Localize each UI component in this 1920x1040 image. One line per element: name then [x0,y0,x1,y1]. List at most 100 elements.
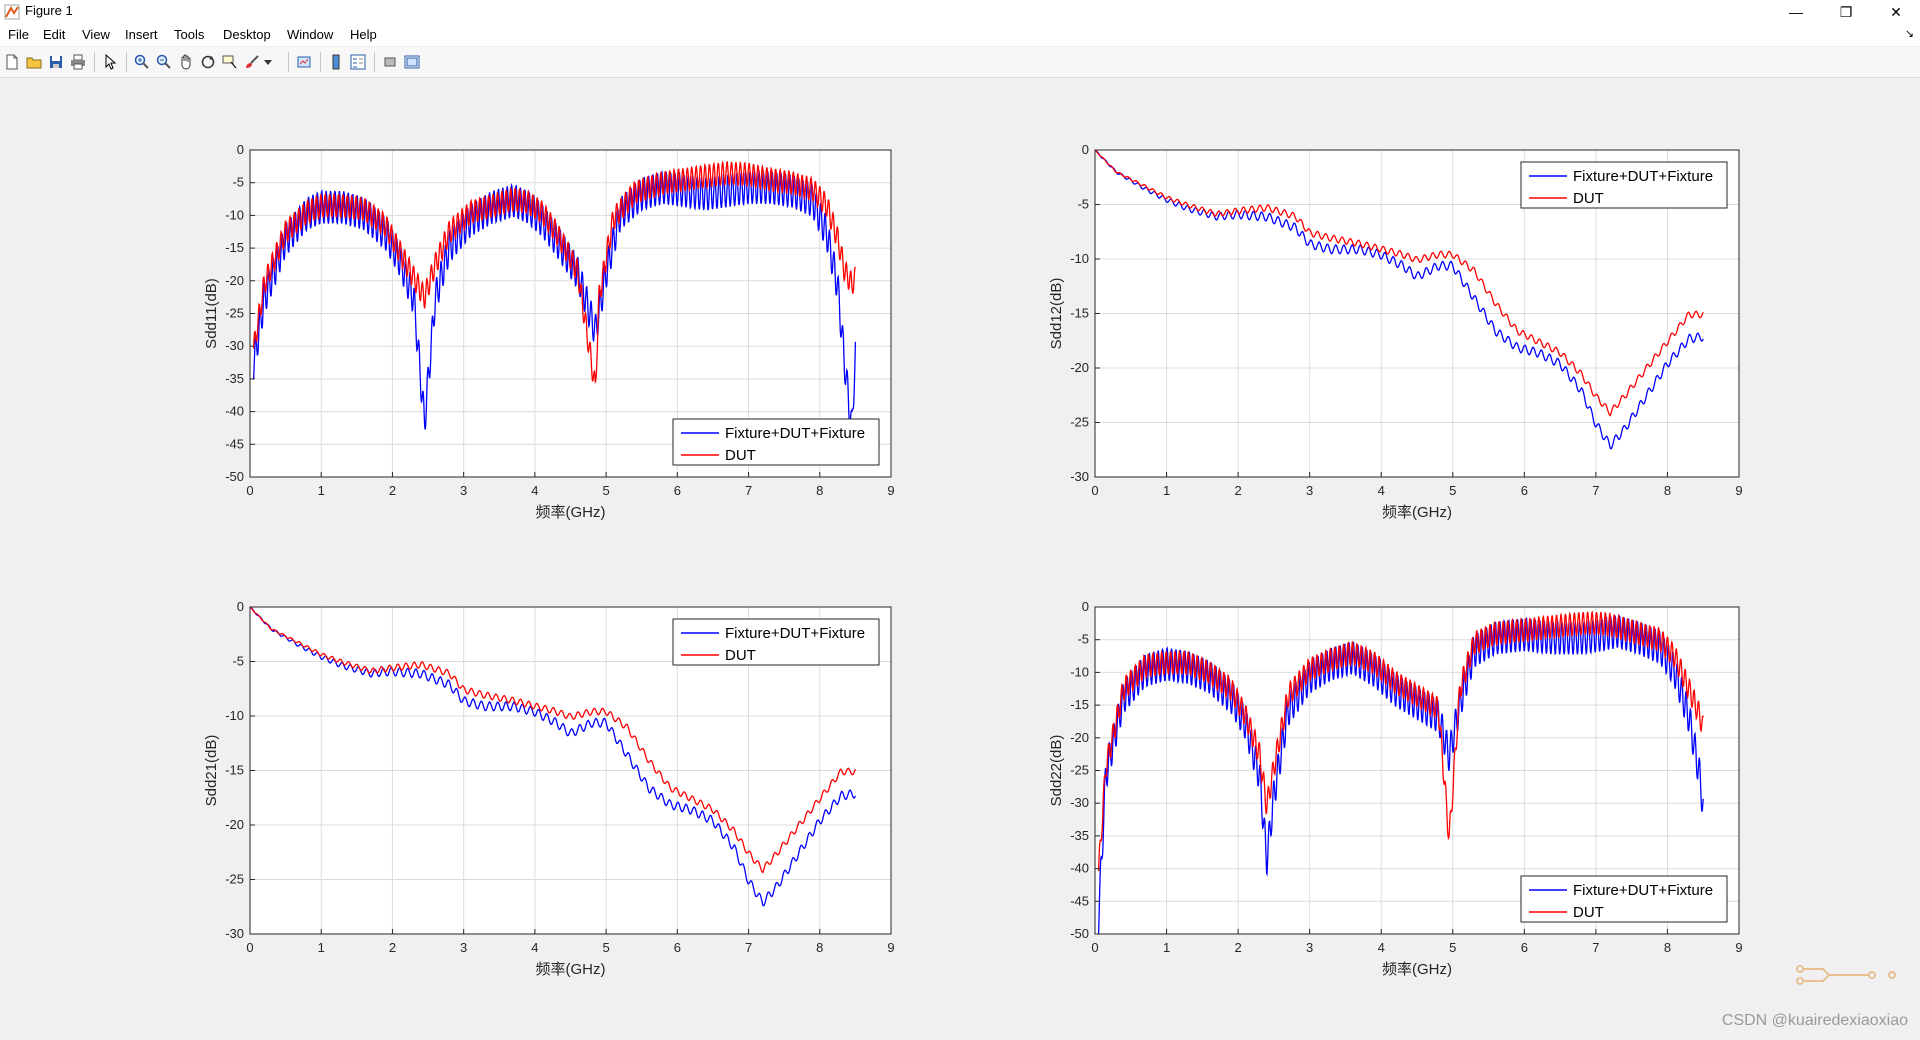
x-tick-label: 9 [887,483,894,498]
data-cursor-icon[interactable] [220,52,240,72]
y-tick-label: -10 [225,708,244,723]
insert-colorbar-icon[interactable] [326,52,346,72]
x-axis-label: 频率(GHz) [1382,961,1452,978]
zoom-in-icon[interactable] [132,52,152,72]
pan-icon[interactable] [176,52,196,72]
x-tick-label: 5 [602,483,609,498]
x-tick-label: 6 [674,940,681,955]
x-axis-label: 频率(GHz) [536,961,606,978]
y-tick-label: 0 [237,142,244,157]
x-tick-label: 8 [1664,940,1671,955]
rotate-icon[interactable] [198,52,218,72]
y-tick-label: -5 [232,654,244,669]
x-tick-label: 8 [1664,483,1671,498]
legend-box [1520,875,1728,923]
menu-file[interactable]: File [8,27,29,42]
dock-arrow-icon[interactable]: ↘ [1904,28,1914,40]
print-icon[interactable] [68,52,88,72]
x-tick-label: 2 [1234,483,1241,498]
x-tick-label: 9 [1735,483,1742,498]
y-tick-label: 0 [1082,142,1089,157]
menu-help[interactable]: Help [350,27,377,42]
toolbar-separator [288,52,289,72]
toolbar-separator [94,52,95,72]
y-tick-label: -35 [225,371,244,386]
minimize-button[interactable]: — [1789,4,1803,20]
x-tick-label: 1 [1163,940,1170,955]
x-axis-label: 频率(GHz) [1382,504,1452,521]
x-tick-label: 6 [674,483,681,498]
y-tick-label: -30 [1070,469,1089,484]
pointer-icon[interactable] [100,52,120,72]
series-line-dut [1094,149,1704,417]
x-tick-label: 5 [1449,483,1456,498]
legend-label: DUT [725,447,756,464]
menu-window[interactable]: Window [287,27,334,42]
x-tick-label: 2 [389,483,396,498]
menu-bar: File Edit View Insert Tools Desktop Wind… [0,24,1920,46]
menu-desktop[interactable]: Desktop [223,27,271,42]
x-tick-label: 5 [602,940,609,955]
brush-icon[interactable] [242,52,262,72]
toolbar-separator [320,52,321,72]
x-tick-label: 8 [816,940,823,955]
y-axis-label: Sdd21(dB) [203,735,220,807]
legend[interactable]: Fixture+DUT+Fixture DUT [1520,161,1728,209]
legend[interactable]: Fixture+DUT+Fixture DUT [672,618,880,666]
hide-plot-tools-icon[interactable] [380,52,400,72]
y-axis-label: Sdd12(dB) [1048,278,1065,350]
y-tick-label: -50 [1070,926,1089,941]
x-tick-label: 7 [1592,940,1599,955]
x-tick-label: 2 [389,940,396,955]
subplot-sdd21: 0 1 2 3 4 5 6 7 8 9 0 -5 -10 -15 -20 -25 -30 频率(GHz) Sdd21… [203,599,895,978]
y-tick-label: -30 [225,338,244,353]
y-tick-label: -5 [1077,197,1089,212]
x-tick-label: 0 [1091,940,1098,955]
legend-label: DUT [725,647,756,664]
series-line-dut [1097,610,1704,872]
link-plot-icon[interactable] [294,52,314,72]
window-title: Figure 1 [25,3,73,18]
insert-legend-icon[interactable] [348,52,368,72]
x-tick-label: 6 [1521,940,1528,955]
menu-view[interactable]: View [82,27,110,42]
y-tick-label: -25 [225,872,244,887]
series-line-dut [249,606,856,874]
close-button[interactable]: ✕ [1890,3,1902,20]
toolbar [0,47,1920,78]
y-tick-label: -40 [225,404,244,419]
watermark-text: CSDN @kuairedexiaoxiao [1721,1012,1908,1029]
new-figure-icon[interactable] [2,52,22,72]
y-tick-label: -50 [225,469,244,484]
menu-tools[interactable]: Tools [174,27,205,42]
y-tick-label: -30 [1070,795,1089,810]
restore-button[interactable]: ❐ [1839,3,1853,20]
brush-dropdown-icon[interactable] [262,52,274,72]
open-file-icon[interactable] [24,52,44,72]
x-tick-label: 4 [1378,483,1385,498]
legend[interactable]: Fixture+DUT+Fixture DUT [1520,875,1728,923]
y-tick-label: -35 [1070,828,1089,843]
y-tick-label: -25 [1070,763,1089,778]
x-tick-label: 7 [1592,483,1599,498]
legend[interactable]: Fixture+DUT+Fixture DUT [672,418,880,466]
menu-edit[interactable]: Edit [43,27,66,42]
y-tick-label: -15 [1070,697,1089,712]
x-tick-label: 9 [887,940,894,955]
show-plot-tools-icon[interactable] [402,52,422,72]
x-tick-label: 7 [745,940,752,955]
y-tick-label: -20 [1070,360,1089,375]
zoom-out-icon[interactable] [154,52,174,72]
menu-insert[interactable]: Insert [125,27,158,42]
subplot-sdd22: 0 1 2 3 4 5 6 7 8 9 0 -5 -10 -15 -20 -25 -30 -35 -40 -45 -50… [1048,599,1743,978]
legend-label: DUT [1573,190,1604,207]
legend-label: Fixture+DUT+Fixture [1573,168,1713,185]
matlab-figure-icon [4,4,20,20]
y-tick-label: -20 [225,817,244,832]
x-axis-label: 频率(GHz) [536,504,606,521]
y-tick-label: -5 [232,175,244,190]
x-tick-label: 0 [246,483,253,498]
save-icon[interactable] [46,52,66,72]
y-tick-label: -30 [225,926,244,941]
y-tick-label: -25 [225,306,244,321]
